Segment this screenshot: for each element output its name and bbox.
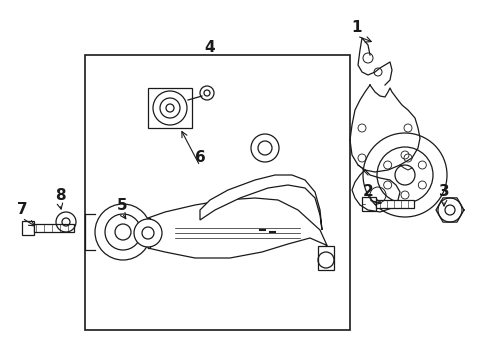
Polygon shape — [200, 175, 321, 230]
Bar — [317, 246, 333, 270]
Bar — [85, 55, 349, 330]
Text: 8: 8 — [55, 189, 65, 203]
Text: 1: 1 — [351, 21, 362, 36]
Text: 7: 7 — [17, 202, 27, 217]
Text: 4: 4 — [204, 40, 215, 55]
Bar — [34, 224, 74, 232]
Text: 2: 2 — [362, 184, 373, 199]
Bar — [148, 88, 192, 128]
Polygon shape — [148, 198, 329, 265]
Text: 5: 5 — [117, 198, 127, 212]
Text: 6: 6 — [194, 150, 205, 166]
Bar — [361, 197, 375, 211]
Bar — [22, 221, 34, 235]
Text: 3: 3 — [438, 184, 448, 199]
Bar — [375, 200, 413, 208]
Circle shape — [134, 219, 162, 247]
